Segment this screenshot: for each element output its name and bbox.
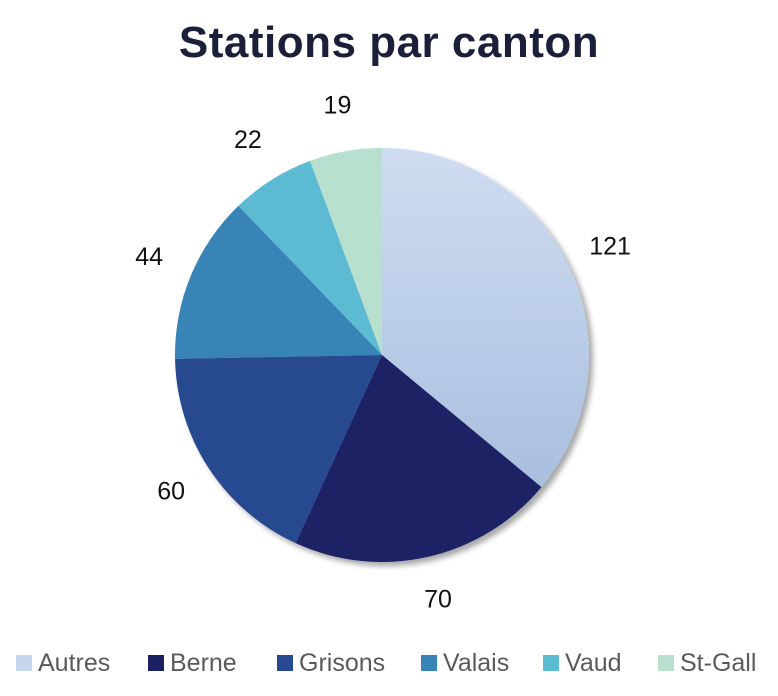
chart-legend: Autres Berne Grisons Valais Vaud St-Gall [0,645,778,681]
pie-chart: 121 70 60 44 22 19 [135,92,631,614]
data-label-st-gall: 19 [324,92,352,120]
legend-label: Berne [170,648,237,677]
pie-slice-valais [175,205,382,359]
legend-item-valais: Valais [421,645,509,681]
pie-slice-autres [382,148,589,488]
data-label-valais: 44 [135,243,163,271]
legend-label: St-Gall [680,648,757,677]
legend-label: Autres [38,648,111,677]
legend-item-st-gall: St-Gall [658,645,756,681]
data-label-berne: 70 [424,585,452,613]
legend-item-vaud: Vaud [543,645,622,681]
legend-swatch [543,655,559,671]
data-label-grisons: 60 [157,478,185,506]
legend-item-berne: Berne [148,645,237,681]
legend-swatch [16,655,32,671]
legend-swatch [658,655,674,671]
pie-slice-berne [295,355,542,562]
pie-slice-st-gall [309,148,382,355]
data-label-autres: 121 [589,232,631,260]
legend-swatch [148,655,164,671]
legend-swatch [421,655,437,671]
legend-label: Valais [443,648,510,677]
legend-label: Vaud [565,648,622,677]
chart-title: Stations par canton [178,18,600,67]
pie-slice-vaud [238,160,382,355]
pie-slice-grisons [175,355,382,544]
legend-item-grisons: Grisons [277,645,385,681]
legend-swatch [277,655,293,671]
legend-label: Grisons [299,648,386,677]
legend-item-autres: Autres [16,645,110,681]
data-label-vaud: 22 [234,126,262,154]
